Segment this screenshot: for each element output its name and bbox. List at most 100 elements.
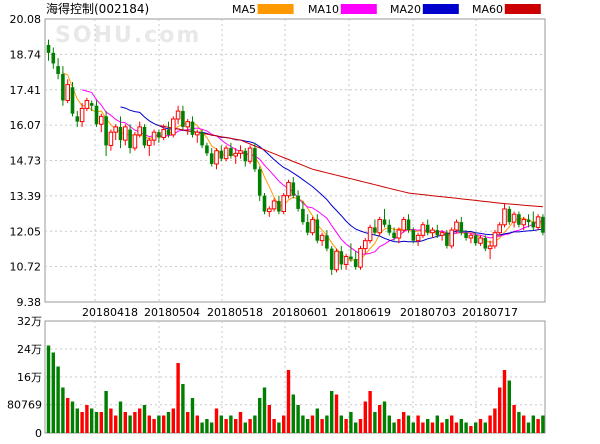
candle-body — [373, 227, 377, 233]
candle-body — [291, 182, 296, 196]
candle-body — [200, 132, 204, 146]
volume-bar — [450, 415, 454, 433]
candle-body — [541, 216, 545, 233]
candle-body — [209, 153, 214, 164]
candle-body — [233, 152, 238, 157]
candle-body — [190, 121, 195, 135]
volume-bar — [411, 422, 415, 433]
volume-bar — [152, 419, 156, 433]
candle-body — [46, 44, 51, 53]
candle-body — [65, 84, 71, 101]
candle — [305, 214, 310, 236]
volume-bar — [296, 405, 300, 433]
volume-bar — [85, 405, 89, 433]
candle-body — [435, 230, 440, 236]
candle — [459, 216, 464, 236]
candle — [392, 227, 396, 241]
date-label: 20180619 — [335, 306, 391, 319]
candle-body — [334, 250, 339, 271]
candle — [238, 145, 243, 159]
candle-body — [147, 139, 152, 146]
volume-bar — [339, 415, 343, 433]
candle-body — [487, 245, 493, 250]
candle-body — [492, 232, 498, 247]
candle-body — [195, 131, 200, 136]
volume-bar — [426, 419, 430, 433]
candle-body — [123, 126, 128, 141]
volume-tick-label: 16万 — [17, 371, 42, 384]
candle — [415, 232, 421, 246]
volume-bar — [229, 415, 233, 433]
candle-body — [464, 232, 468, 238]
candle — [79, 103, 85, 127]
candle-body — [108, 131, 114, 146]
volume-bar — [440, 422, 444, 433]
date-label: 20180601 — [272, 306, 328, 319]
candle-body — [478, 237, 483, 244]
candle-body — [79, 107, 85, 123]
candle — [166, 121, 171, 138]
candle-body — [483, 237, 488, 249]
grid-layer — [44, 18, 546, 434]
candle — [185, 118, 190, 135]
volume-bar — [46, 345, 51, 433]
candle-body — [343, 256, 349, 265]
candle — [142, 124, 147, 149]
candle — [214, 148, 219, 170]
candle — [171, 116, 176, 138]
volume-bar — [114, 415, 118, 433]
volume-bar — [286, 370, 291, 433]
candle-body — [277, 200, 281, 212]
candle-body — [339, 251, 344, 265]
candle — [286, 179, 291, 199]
candle-body — [315, 219, 320, 241]
candle-body — [468, 234, 474, 239]
candle — [118, 116, 123, 149]
watermark-layer: SOHU.com — [55, 23, 199, 48]
candle — [430, 227, 435, 238]
candle-body — [132, 134, 138, 149]
candle — [425, 219, 430, 236]
date-label: 20180518 — [207, 306, 263, 319]
candle-body — [219, 150, 224, 159]
candle-body — [353, 259, 358, 268]
candle — [113, 124, 119, 141]
candle-body — [449, 229, 454, 247]
candle — [449, 227, 454, 249]
price-tick-label: 20.08 — [10, 13, 42, 26]
candle — [329, 245, 334, 276]
candle-body — [171, 118, 176, 136]
candle — [233, 148, 238, 164]
candle — [373, 219, 377, 236]
candle-body — [363, 240, 368, 250]
candle — [157, 129, 161, 143]
legend-label: MA60 — [472, 3, 503, 16]
candle — [271, 198, 277, 212]
candle-body — [205, 145, 209, 154]
candle — [497, 222, 502, 236]
volume-bar — [435, 415, 439, 433]
candle — [123, 124, 128, 146]
candle-body — [118, 126, 123, 141]
candle-body — [128, 129, 132, 149]
candle — [310, 216, 315, 236]
candle — [219, 145, 224, 162]
volume-bar — [56, 366, 60, 433]
candle — [445, 230, 449, 249]
candle-body — [271, 200, 277, 210]
candle-body — [84, 99, 90, 109]
chart-header: 海得控制(002184) — [46, 1, 149, 16]
candle — [209, 148, 214, 167]
moving-average-lines — [62, 72, 544, 261]
candle — [363, 237, 368, 254]
candle-body — [262, 195, 267, 212]
candle-body — [526, 219, 531, 223]
candle-body — [238, 150, 243, 154]
candle-body — [305, 222, 310, 233]
candle — [353, 251, 358, 270]
volume-bar — [358, 419, 363, 433]
volume-bar — [536, 419, 540, 433]
candle — [147, 137, 152, 157]
legend-label: MA20 — [390, 3, 421, 16]
